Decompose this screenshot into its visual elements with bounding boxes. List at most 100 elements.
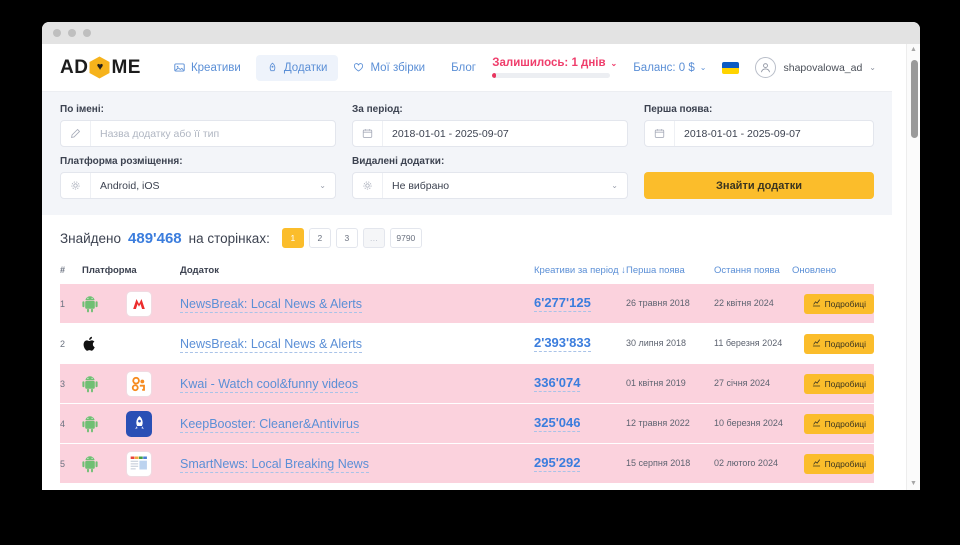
- last-appearance-date: 10 березня 2024: [714, 417, 783, 428]
- window-titlebar: [42, 22, 920, 44]
- logo-hexagon-icon: ♥: [89, 56, 110, 79]
- filter-platform-label: Платформа розміщення:: [60, 156, 183, 167]
- header-first-appearance[interactable]: Перша поява: [626, 264, 685, 276]
- details-button[interactable]: Подробиці: [803, 413, 874, 434]
- nav-item-creatives[interactable]: Креативи: [163, 55, 252, 81]
- results-suffix: на сторінках:: [188, 230, 270, 246]
- row-index: 4: [60, 418, 66, 429]
- creatives-count[interactable]: 295'292: [534, 455, 581, 472]
- app-name-link[interactable]: Kwai - Watch cool&funny videos: [180, 376, 359, 393]
- user-menu[interactable]: shapovalowa_ad ⌄: [755, 57, 876, 78]
- apps-table: # Платформа Додаток Креативи за період ↓…: [42, 257, 892, 483]
- search-apps-button[interactable]: Знайти додатки: [644, 172, 874, 199]
- heart-icon: [353, 62, 364, 73]
- details-button[interactable]: Подробиці: [803, 453, 874, 474]
- newsbreak-icon: [126, 290, 180, 317]
- creatives-count[interactable]: 336'074: [534, 375, 581, 392]
- table-row[interactable]: 4 KeepBooster: Cleaner&Antivirus 325'046…: [60, 403, 874, 443]
- header-last-appearance[interactable]: Остання поява: [714, 264, 780, 276]
- chevron-down-icon-remaining: ⌄: [610, 58, 618, 68]
- app-name-cell[interactable]: NewsBreak: Local News & Alerts: [180, 335, 534, 353]
- app-name-link[interactable]: NewsBreak: Local News & Alerts: [180, 336, 363, 353]
- filters-panel: По імені: Назва додатку або її тип За пе…: [42, 92, 892, 215]
- nav-item-collections[interactable]: Мої збірки: [342, 55, 436, 81]
- remaining-days-progress: [492, 73, 611, 78]
- search-input[interactable]: Назва додатку або її тип: [60, 120, 336, 147]
- window-close-dot[interactable]: [53, 29, 61, 37]
- last-appearance-date: 27 січня 2024: [714, 377, 771, 388]
- details-button[interactable]: Подробиці: [803, 293, 874, 314]
- app-name-link[interactable]: SmartNews: Local Breaking News: [180, 456, 369, 473]
- logo-text-right: ME: [111, 57, 141, 78]
- balance[interactable]: Баланс: 0 $ ⌄: [633, 62, 706, 74]
- filter-deleted-label: Видалені додатки:: [352, 156, 445, 167]
- deleted-select[interactable]: Не вибрано ⌄: [352, 172, 628, 199]
- smartnews-icon: [126, 450, 180, 477]
- nav-label-collections: Мої збірки: [370, 61, 426, 74]
- app-name-cell[interactable]: KeepBooster: Cleaner&Antivirus: [180, 415, 534, 433]
- results-prefix: Знайдено: [60, 230, 122, 246]
- scroll-up-arrow-icon[interactable]: ▲: [910, 46, 917, 53]
- platform-select[interactable]: Android, iOS ⌄: [60, 172, 336, 199]
- table-row[interactable]: 3 Kwai - Watch cool&funny videos 336'074…: [60, 363, 874, 403]
- vertical-scrollbar[interactable]: ▲ ▼: [906, 44, 920, 490]
- platform-android-icon: [82, 415, 126, 433]
- gear-icon-platform: [61, 173, 91, 198]
- table-row[interactable]: 5 SmartNews: Local Breaking News 295'292…: [60, 443, 874, 483]
- platform-select-value: Android, iOS: [100, 179, 160, 192]
- gear-icon-deleted: [353, 173, 383, 198]
- period-date-value: 2018-01-01 - 2025-09-07: [392, 127, 509, 140]
- app-name-cell[interactable]: SmartNews: Local Breaking News: [180, 455, 534, 473]
- results-bar: Знайдено 489'468 на сторінках: 1 2 3 … 9…: [42, 215, 892, 257]
- details-button-label: Подробиці: [824, 338, 866, 349]
- filter-deleted: Видалені додатки: Не вибрано ⌄: [352, 156, 628, 199]
- pencil-icon: [61, 121, 91, 146]
- search-input-placeholder: Назва додатку або її тип: [100, 127, 220, 140]
- details-button[interactable]: Подробиці: [803, 373, 874, 394]
- page-button-2[interactable]: 2: [308, 228, 331, 248]
- kwai-icon: [126, 370, 180, 397]
- details-button[interactable]: Подробиці: [803, 333, 874, 354]
- ukraine-flag-icon[interactable]: [722, 61, 740, 74]
- creatives-count[interactable]: 325'046: [534, 415, 581, 432]
- window-minimize-dot[interactable]: [68, 29, 76, 37]
- platform-apple-icon: [82, 335, 126, 353]
- chart-icon: [812, 298, 821, 309]
- page-button-1[interactable]: 1: [281, 228, 304, 248]
- window-maximize-dot[interactable]: [83, 29, 91, 37]
- last-appearance-date: 22 квітня 2024: [714, 297, 774, 308]
- app-name-cell[interactable]: Kwai - Watch cool&funny videos: [180, 375, 534, 393]
- header-creatives[interactable]: Креативи за період ↓: [534, 264, 626, 276]
- page-button-3[interactable]: 3: [335, 228, 358, 248]
- browser-window: AD ♥ ME Креативи: [42, 22, 920, 490]
- scrollbar-thumb[interactable]: [911, 60, 918, 138]
- details-button-label: Подробиці: [824, 458, 866, 469]
- remaining-days-label: Залишилось: 1 днів: [492, 57, 606, 69]
- first-appearance-date: 12 травня 2022: [626, 417, 690, 428]
- nav-item-apps[interactable]: Додатки: [255, 54, 339, 81]
- filter-period-label: За період:: [352, 104, 403, 115]
- app-name-cell[interactable]: NewsBreak: Local News & Alerts: [180, 295, 534, 313]
- scroll-down-arrow-icon[interactable]: ▼: [910, 480, 917, 487]
- app-name-link[interactable]: KeepBooster: Cleaner&Antivirus: [180, 416, 360, 433]
- calendar-icon-first: [645, 121, 675, 146]
- creatives-count[interactable]: 2'393'833: [534, 335, 591, 352]
- remaining-days[interactable]: Залишилось: 1 днів ⌄: [492, 57, 617, 78]
- table-row[interactable]: 2 NewsBreak: Local News & Alerts 2'393'8…: [60, 323, 874, 363]
- remaining-days-label-wrap: Залишилось: 1 днів ⌄: [492, 57, 617, 69]
- table-row[interactable]: 1 NewsBreak: Local News & Alerts 6'277'1…: [60, 283, 874, 323]
- row-index: 3: [60, 378, 66, 389]
- period-date-input[interactable]: 2018-01-01 - 2025-09-07: [352, 120, 628, 147]
- page-button-last[interactable]: 9790: [389, 228, 422, 248]
- first-appearance-date-input[interactable]: 2018-01-01 - 2025-09-07: [644, 120, 874, 147]
- site-logo[interactable]: AD ♥ ME: [60, 56, 141, 79]
- nav-item-blog[interactable]: Блог: [440, 55, 487, 81]
- site-header: AD ♥ ME Креативи: [42, 44, 892, 92]
- scrollbar-track[interactable]: [907, 56, 920, 478]
- app-name-link[interactable]: NewsBreak: Local News & Alerts: [180, 296, 363, 313]
- filter-period: За період: 2018-01-01 - 2025-09-07: [352, 104, 628, 147]
- header-updated[interactable]: Оновлено: [792, 264, 837, 276]
- nav-label-blog: Блог: [451, 61, 476, 74]
- creatives-count[interactable]: 6'277'125: [534, 295, 591, 312]
- logo-heart-icon: ♥: [96, 61, 104, 73]
